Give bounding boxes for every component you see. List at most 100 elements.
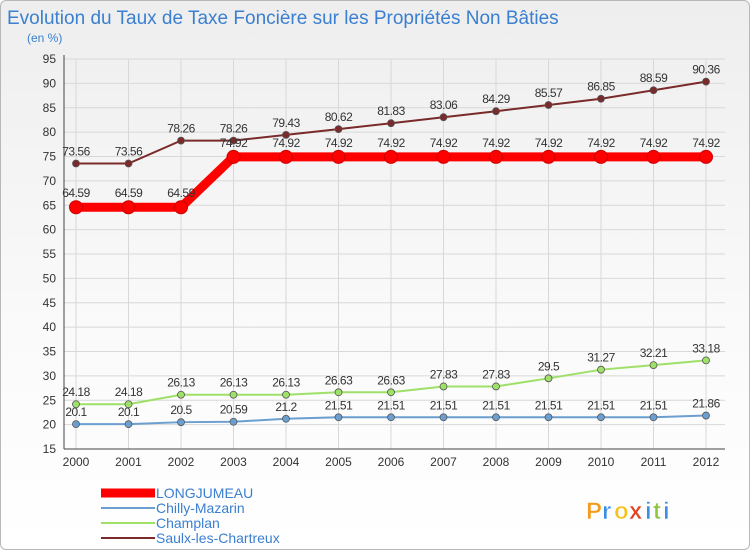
data-point (69, 200, 83, 215)
chart-title: Evolution du Taux de Taxe Foncière sur l… (7, 8, 559, 29)
data-label: 26.63 (325, 373, 353, 387)
series-chilly-mazarin: 20.1 20.1 20.5 20.59 21.2 21.51 21.51 21.51 21.5… (65, 397, 721, 429)
data-label: 21.51 (640, 398, 668, 412)
data-label: 74.92 (220, 136, 248, 150)
y-tick-label: 80 (43, 125, 57, 139)
data-label: 74.92 (377, 136, 405, 150)
y-tick-label: 25 (43, 393, 57, 407)
y-tick-label: 20 (43, 418, 57, 432)
y-tick-label: 60 (43, 223, 57, 237)
x-tick-label: 2006 (378, 455, 405, 469)
data-point (649, 86, 658, 95)
data-point (544, 101, 553, 109)
data-label: 74.92 (325, 136, 353, 150)
legend-label: Champlan (156, 515, 220, 531)
data-label: 24.18 (62, 385, 90, 399)
data-point (439, 382, 448, 391)
data-point (492, 107, 500, 116)
data-point (439, 113, 448, 122)
y-tick-label: 90 (43, 76, 57, 90)
legend-label: LONGJUMEAU (156, 485, 253, 501)
x-tick-label: 2007 (430, 455, 457, 469)
data-label: 78.26 (220, 122, 248, 136)
data-point (121, 200, 136, 215)
x-tick-label: 2008 (483, 455, 510, 469)
y-tick-label: 35 (43, 345, 57, 359)
data-point (646, 149, 661, 164)
data-point (174, 200, 188, 215)
data-label: 74.92 (640, 136, 668, 150)
data-label: 80.62 (325, 110, 353, 124)
data-point (282, 414, 290, 423)
data-point (702, 356, 710, 365)
data-point (177, 136, 185, 145)
data-label: 29.5 (538, 359, 560, 373)
data-point (124, 420, 133, 429)
data-point (72, 420, 80, 429)
data-label: 74.92 (430, 136, 458, 150)
y-tick-label: 55 (43, 247, 57, 261)
data-label: 20.1 (118, 405, 140, 419)
series-longjumeau: 64.59 64.59 64.59 74.92 74.92 74.92 74.92 74.92… (62, 136, 721, 215)
data-label: 84.29 (482, 92, 510, 106)
data-point (229, 390, 238, 399)
logo-letter: P (586, 498, 602, 525)
data-label: 73.56 (62, 145, 90, 159)
data-point (699, 149, 713, 164)
x-tick-label: 2000 (63, 455, 90, 469)
data-point (649, 413, 658, 422)
data-point (544, 413, 553, 422)
x-tick-label: 2010 (588, 455, 615, 469)
data-point (492, 413, 500, 422)
data-label: 27.83 (482, 367, 510, 381)
data-label: 78.26 (167, 122, 195, 136)
data-point (597, 94, 605, 103)
data-label: 81.83 (377, 104, 405, 118)
axes: 15 20 25 30 35 40 45 50 55 60 65 70 75 80 85 90 95 2000 20… (43, 52, 725, 469)
logo-letter: x (629, 498, 643, 525)
data-label: 31.27 (587, 351, 615, 365)
x-tick-label: 2003 (220, 455, 247, 469)
data-label: 21.51 (377, 398, 405, 412)
data-label: 88.59 (640, 71, 668, 85)
data-label: 64.59 (115, 186, 143, 200)
data-point (334, 125, 343, 134)
legend: LONGJUMEAUChilly-MazarinChamplanSaulx-le… (101, 485, 280, 546)
data-label: 33.18 (692, 341, 720, 355)
data-point (541, 149, 556, 164)
y-tick-label: 70 (43, 174, 57, 188)
y-tick-label: 65 (43, 198, 57, 212)
grid-lines (64, 58, 725, 449)
data-point (492, 382, 500, 391)
data-label: 20.5 (170, 403, 192, 417)
legend-label: Saulx-les-Chartreux (156, 530, 280, 546)
logo-letter: r (602, 498, 611, 525)
data-point (229, 136, 238, 145)
data-label: 73.56 (115, 145, 143, 159)
data-label: 21.51 (535, 398, 563, 412)
data-label: 26.13 (272, 376, 300, 390)
data-label: 90.36 (692, 63, 720, 77)
y-tick-label: 40 (43, 320, 57, 334)
data-point (649, 361, 658, 370)
x-tick-label: 2004 (273, 455, 300, 469)
y-tick-label: 15 (43, 442, 57, 456)
data-label: 27.83 (430, 367, 458, 381)
data-point (702, 411, 710, 420)
data-label: 21.51 (482, 398, 510, 412)
data-point (226, 149, 241, 164)
data-point (279, 149, 293, 164)
data-point (439, 413, 448, 422)
data-label: 64.59 (167, 186, 195, 200)
data-label: 32.21 (640, 346, 668, 360)
data-label: 21.2 (275, 400, 297, 414)
data-label: 74.92 (482, 136, 510, 150)
x-tick-label: 2011 (641, 455, 667, 469)
series-saulx-les-chartreux: 73.56 73.56 78.26 78.26 79.43 80.62 81.83 83.06… (62, 63, 721, 168)
data-label: 74.92 (587, 136, 615, 150)
y-tick-label: 75 (43, 150, 57, 164)
y-tick-label: 45 (43, 296, 57, 310)
data-point (72, 159, 80, 168)
